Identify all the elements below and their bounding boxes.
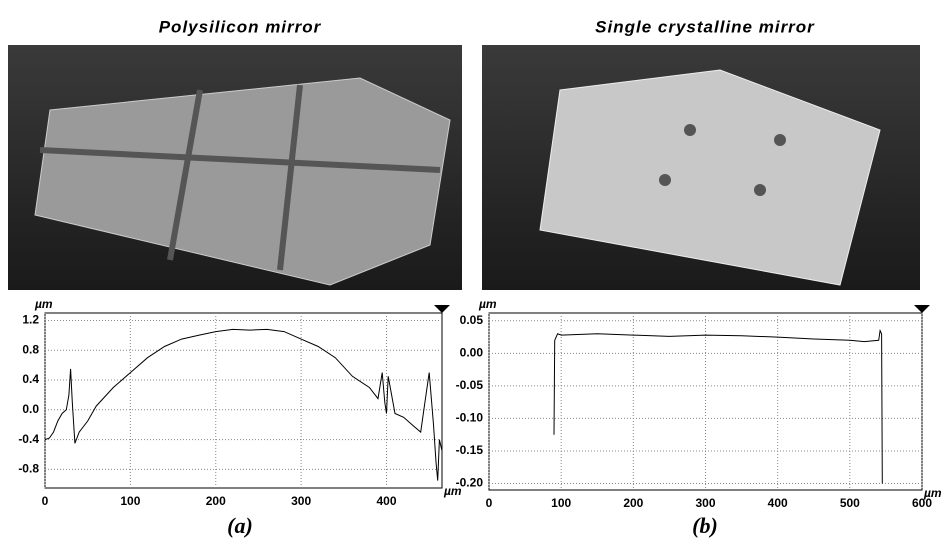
- x-axis-label: µm: [923, 486, 942, 500]
- figure: Polysilicon mirror (a) 1.2 0.8 0.4 0.0 -0.4 -0.…: [0, 0, 945, 544]
- x-tick-label: 200: [623, 496, 643, 510]
- hole: [754, 184, 766, 196]
- x-tick-label: 100: [551, 496, 571, 510]
- y-tick-label: 0.05: [460, 313, 484, 327]
- x-tick-label: 100: [120, 494, 140, 508]
- y-tick-label: -0.10: [456, 411, 484, 425]
- y-tick-label: 0.0: [22, 402, 39, 416]
- panel-title: Single crystalline mirror: [595, 17, 815, 36]
- caption: (a): [227, 513, 253, 538]
- end-marker: [434, 305, 450, 313]
- y-tick-label: -0.05: [456, 378, 484, 392]
- end-marker: [914, 305, 930, 313]
- x-tick-label: 300: [291, 494, 311, 508]
- y-tick-label: 0.8: [22, 342, 39, 356]
- y-tick-label: -0.4: [18, 432, 39, 446]
- y-tick-label: -0.15: [456, 443, 484, 457]
- x-tick-label: 400: [768, 496, 788, 510]
- x-tick-label: 500: [840, 496, 860, 510]
- page: Polysilicon mirror (a) 1.2 0.8 0.4 0.0 -0.4 -0.…: [0, 0, 945, 549]
- y-tick-label: -0.20: [456, 476, 484, 490]
- x-tick-label: 300: [695, 496, 715, 510]
- y-tick-label: 1.2: [22, 313, 39, 327]
- caption: (b): [692, 513, 718, 538]
- x-tick-label: 400: [376, 494, 396, 508]
- y-tick-label: -0.8: [18, 462, 39, 476]
- hole: [774, 134, 786, 146]
- x-tick-label: 0: [486, 496, 493, 510]
- y-axis-label: µm: [34, 297, 53, 311]
- profile-line: [45, 329, 442, 480]
- y-tick-label: 0.4: [22, 372, 39, 386]
- hole: [684, 124, 696, 136]
- x-tick-label: 0: [42, 494, 49, 508]
- y-tick-label: 0.00: [460, 346, 484, 360]
- plot-frame: [45, 313, 442, 488]
- x-tick-label: 200: [206, 494, 226, 508]
- panel-title: Polysilicon mirror: [159, 17, 322, 36]
- hole: [659, 174, 671, 186]
- y-axis-label: µm: [478, 297, 497, 311]
